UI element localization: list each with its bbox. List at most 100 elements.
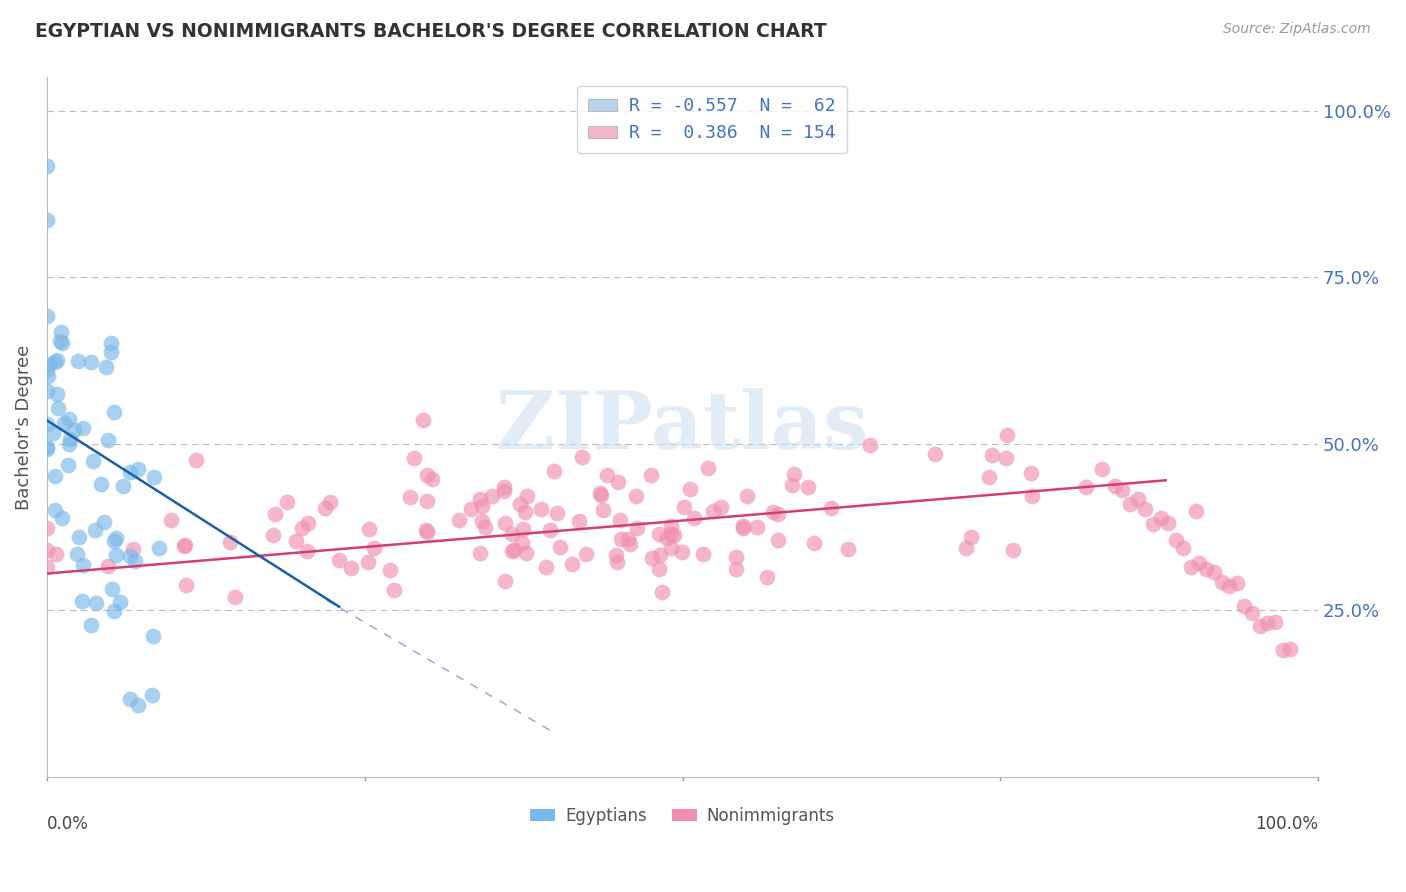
Point <box>1218 579 1240 593</box>
Text: 100.0%: 100.0% <box>1256 815 1319 833</box>
Point <box>111 479 134 493</box>
Point <box>35 521 58 535</box>
Point <box>492 480 515 494</box>
Point <box>35 560 58 574</box>
Point <box>513 505 536 519</box>
Point <box>97 434 120 448</box>
Point <box>291 521 314 535</box>
Point <box>173 539 195 553</box>
Point <box>468 546 491 560</box>
Point <box>101 582 124 596</box>
Point <box>1001 542 1024 557</box>
Point <box>648 527 671 541</box>
Point <box>58 437 80 451</box>
Point <box>38 357 60 371</box>
Point <box>97 559 120 574</box>
Point <box>568 514 591 528</box>
Point <box>960 530 983 544</box>
Point <box>412 413 434 427</box>
Point <box>378 563 401 577</box>
Point <box>314 501 336 516</box>
Text: EGYPTIAN VS NONIMMIGRANTS BACHELOR'S DEGREE CORRELATION CHART: EGYPTIAN VS NONIMMIGRANTS BACHELOR'S DEG… <box>35 22 827 41</box>
Point <box>363 541 385 555</box>
Point <box>662 527 685 541</box>
Point <box>1195 562 1218 576</box>
Point <box>59 432 82 446</box>
Point <box>762 504 785 518</box>
Point <box>655 531 678 545</box>
Point <box>66 547 89 561</box>
Point <box>1188 557 1211 571</box>
Point <box>1279 641 1302 656</box>
Point <box>747 520 769 534</box>
Point <box>141 688 163 702</box>
Point <box>766 533 789 547</box>
Point <box>118 691 141 706</box>
Point <box>105 549 128 563</box>
Point <box>1142 516 1164 531</box>
Legend: Egyptians, Nonimmigrants: Egyptians, Nonimmigrants <box>523 800 842 831</box>
Point <box>766 508 789 522</box>
Point <box>416 524 439 539</box>
Point <box>659 541 682 555</box>
Point <box>692 548 714 562</box>
Point <box>548 540 571 554</box>
Point <box>710 500 733 515</box>
Point <box>359 523 381 537</box>
Point <box>94 359 117 374</box>
Point <box>46 387 69 401</box>
Point <box>1256 615 1278 630</box>
Point <box>609 513 631 527</box>
Point <box>648 562 671 576</box>
Point <box>1271 643 1294 657</box>
Point <box>725 549 748 564</box>
Point <box>571 450 593 464</box>
Point <box>501 544 523 558</box>
Point <box>1074 480 1097 494</box>
Point <box>416 493 439 508</box>
Point <box>679 482 702 496</box>
Point <box>510 535 533 549</box>
Text: 0.0%: 0.0% <box>46 815 89 833</box>
Point <box>509 497 531 511</box>
Point <box>103 405 125 419</box>
Point <box>186 453 208 467</box>
Point <box>224 590 246 604</box>
Point <box>449 513 471 527</box>
Point <box>357 555 380 569</box>
Point <box>650 548 672 562</box>
Point <box>474 520 496 534</box>
Text: Source: ZipAtlas.com: Source: ZipAtlas.com <box>1223 22 1371 37</box>
Point <box>494 516 516 530</box>
Point <box>35 213 58 227</box>
Point <box>605 548 627 562</box>
Point <box>659 526 682 541</box>
Point <box>610 532 633 546</box>
Point <box>1185 504 1208 518</box>
Point <box>328 553 350 567</box>
Point <box>659 518 682 533</box>
Point <box>69 530 91 544</box>
Point <box>82 453 104 467</box>
Point <box>45 547 67 561</box>
Point <box>1226 575 1249 590</box>
Point <box>72 558 94 572</box>
Point <box>51 336 73 351</box>
Point <box>515 546 537 560</box>
Point <box>782 467 804 481</box>
Point <box>534 559 557 574</box>
Point <box>100 344 122 359</box>
Point <box>339 561 361 575</box>
Point <box>42 425 65 440</box>
Point <box>46 401 69 415</box>
Point <box>1019 467 1042 481</box>
Point <box>45 353 67 368</box>
Point <box>382 583 405 598</box>
Point <box>592 503 614 517</box>
Point <box>731 519 754 533</box>
Point <box>44 354 66 368</box>
Point <box>724 561 747 575</box>
Point <box>1249 619 1271 633</box>
Point <box>1111 483 1133 497</box>
Point <box>626 521 648 535</box>
